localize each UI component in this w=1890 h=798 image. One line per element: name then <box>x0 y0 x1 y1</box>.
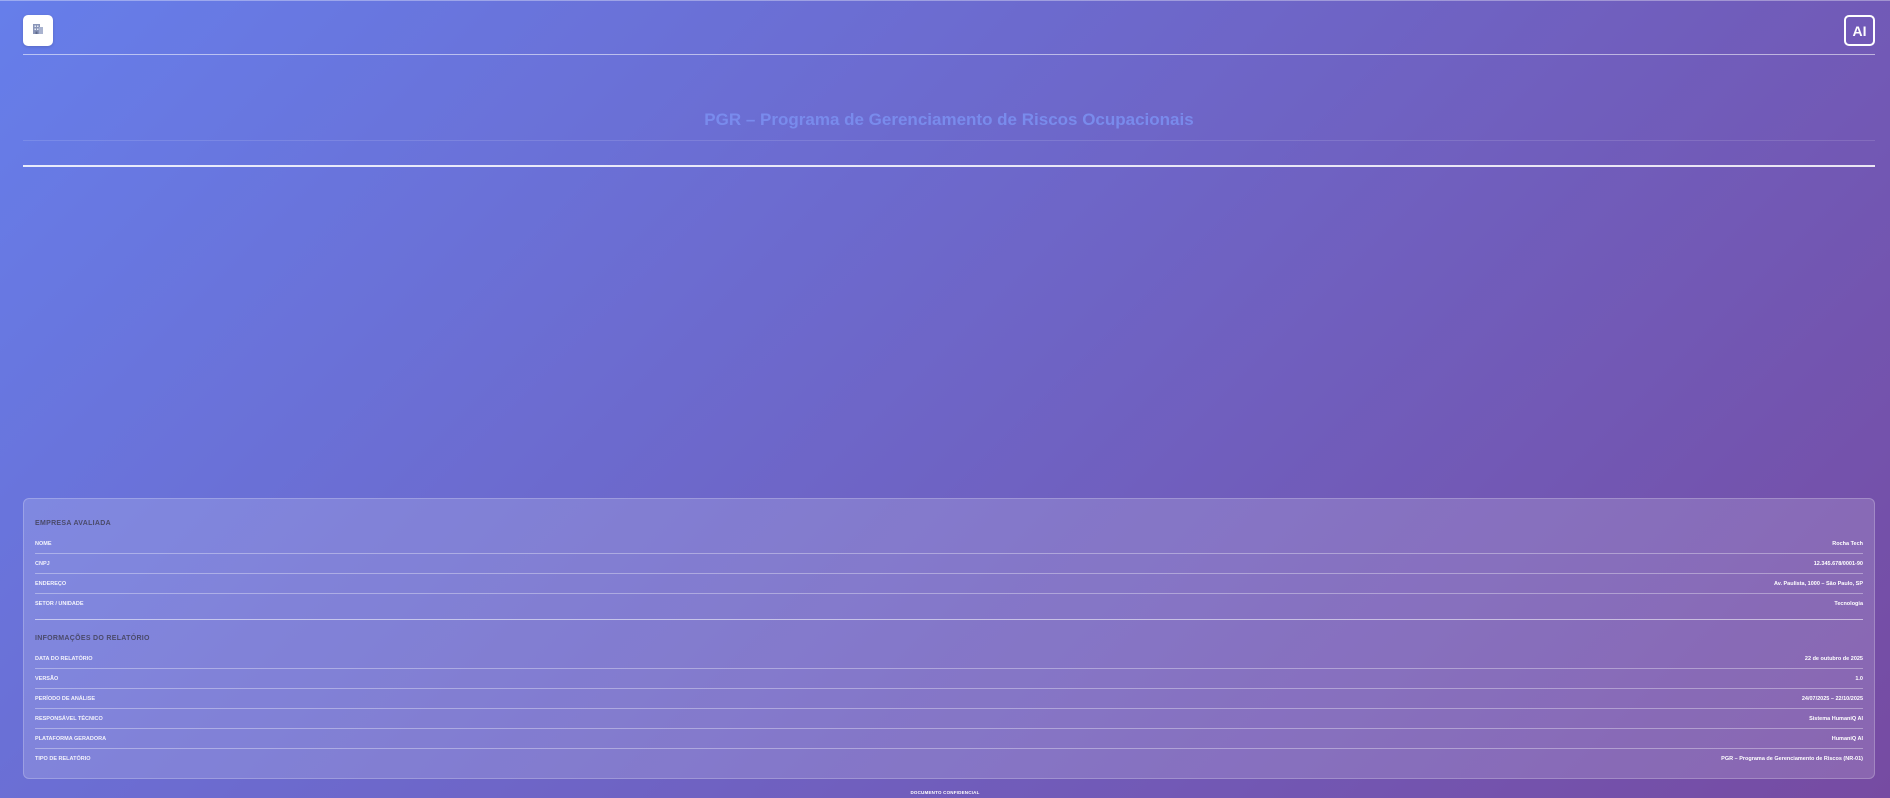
info-value: PGR – Programa de Gerenciamento de Risco… <box>1721 755 1863 762</box>
title-divider <box>23 140 1875 141</box>
info-label: PLATAFORMA GERADORA <box>35 735 107 742</box>
page-title: PGR – Programa de Gerenciamento de Risco… <box>704 110 1194 129</box>
section-divider <box>35 619 1863 620</box>
info-label: SETOR / UNIDADE <box>35 600 84 607</box>
info-label: NOME <box>35 540 52 547</box>
company-section-title: EMPRESA AVALIADA <box>35 520 111 527</box>
report-header: AI <box>23 15 1875 55</box>
info-value: Av. Paulista, 1000 – São Paulo, SP <box>1774 580 1863 587</box>
info-row-platform: PLATAFORMA GERADORA HumaniQ AI <box>35 729 1863 749</box>
info-label: TIPO DE RELATÓRIO <box>35 755 91 762</box>
info-label: DATA DO RELATÓRIO <box>35 655 93 662</box>
info-row-technical-lead: RESPONSÁVEL TÉCNICO Sistema HumaniQ AI <box>35 709 1863 729</box>
info-value: 12.345.678/0001-90 <box>1813 560 1863 567</box>
top-edge-line <box>0 0 1890 1</box>
info-row-sector: SETOR / UNIDADE Tecnologia <box>35 594 1863 613</box>
info-row-cnpj: CNPJ 12.345.678/0001-90 <box>35 554 1863 574</box>
info-row-report-date: DATA DO RELATÓRIO 22 de outubro de 2025 <box>35 649 1863 669</box>
info-value: 1.0 <box>1855 675 1863 682</box>
info-value: 22 de outubro de 2025 <box>1804 655 1863 662</box>
info-value: Rocha Tech <box>1832 540 1863 547</box>
info-label: PERÍODO DE ANÁLISE <box>35 695 95 702</box>
info-row-analysis-period: PERÍODO DE ANÁLISE 24/07/2025 – 22/10/20… <box>35 689 1863 709</box>
info-row-version: VERSÃO 1.0 <box>35 669 1863 689</box>
info-value: HumaniQ AI <box>1831 735 1863 742</box>
info-value: Sistema HumaniQ AI <box>1809 715 1863 722</box>
company-logo <box>23 15 53 46</box>
report-section-title: INFORMAÇÕES DO RELATÓRIO <box>35 635 150 642</box>
cover-divider <box>23 165 1875 167</box>
report-info-list: DATA DO RELATÓRIO 22 de outubro de 2025 … <box>35 649 1863 768</box>
info-row-report-type: TIPO DE RELATÓRIO PGR – Programa de Gere… <box>35 749 1863 768</box>
info-card: EMPRESA AVALIADA NOME Rocha Tech CNPJ 12… <box>23 498 1875 779</box>
confidential-footer: DOCUMENTO CONFIDENCIAL <box>910 790 980 795</box>
info-label: RESPONSÁVEL TÉCNICO <box>35 715 103 722</box>
info-label: VERSÃO <box>35 675 59 682</box>
info-row-address: ENDEREÇO Av. Paulista, 1000 – São Paulo,… <box>35 574 1863 594</box>
info-value: Tecnologia <box>1834 600 1863 607</box>
info-row-name: NOME Rocha Tech <box>35 534 1863 554</box>
info-label: ENDEREÇO <box>35 580 67 587</box>
company-info-list: NOME Rocha Tech CNPJ 12.345.678/0001-90 … <box>35 534 1863 613</box>
info-value: 24/07/2025 – 22/10/2025 <box>1801 695 1863 702</box>
header-divider <box>23 54 1875 55</box>
building-icon <box>31 21 45 40</box>
ai-badge: AI <box>1844 15 1875 46</box>
info-label: CNPJ <box>35 560 50 567</box>
